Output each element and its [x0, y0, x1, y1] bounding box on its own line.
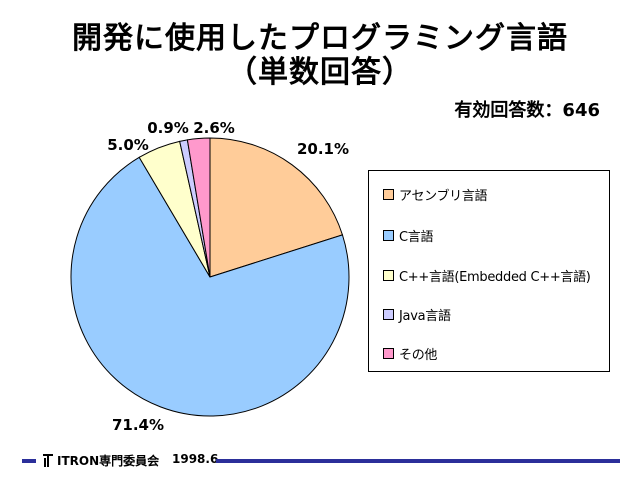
legend-label: アセンブリ言語 — [399, 188, 488, 204]
legend-label: C言語 — [399, 229, 434, 245]
chart-title-line2: （単数回答） — [227, 55, 413, 90]
itron-logo-icon — [43, 454, 53, 467]
legend-label: その他 — [399, 347, 438, 363]
legend-item-4: Java言語 — [383, 304, 451, 324]
legend-swatch — [383, 229, 394, 241]
pie-slice-5 — [186, 137, 211, 278]
footer-organization: ITRON専門委員会 — [57, 454, 160, 468]
pie-slice-2 — [70, 156, 350, 417]
legend-item-1: アセンブリ言語 — [383, 184, 488, 204]
slice-label-3: 5.0% — [107, 136, 149, 154]
pie-labels: 20.1% 71.4% 5.0%0.9% 2.6% — [107, 119, 349, 434]
footer-date: 1998.6 — [172, 452, 219, 466]
legend-label: Java言語 — [399, 308, 451, 324]
pie-slices — [70, 137, 350, 417]
footer-bar-left — [22, 459, 36, 463]
footer: ITRON専門委員会 1998.6 — [0, 450, 640, 472]
legend-swatch — [383, 269, 394, 281]
pie-slice-1 — [209, 137, 344, 278]
legend-swatch — [383, 188, 394, 200]
footer-bar-right — [216, 459, 620, 463]
legend-label: C++言語(Embedded C++言語) — [399, 269, 591, 285]
slice-label-1: 20.1% — [297, 140, 349, 158]
respondent-count: 有効回答数：646 — [454, 100, 600, 121]
slice-label-5: 2.6% — [193, 119, 235, 137]
legend-item-2: C言語 — [383, 225, 433, 245]
slice-label-2: 71.4% — [112, 416, 164, 434]
legend-item-3: C++言語(Embedded C++言語) — [383, 265, 591, 285]
legend-swatch — [383, 347, 394, 359]
legend: アセンブリ言語 C言語 C++言語(Embedded C++言語) Java言語 その他 — [368, 170, 610, 372]
legend-swatch — [383, 308, 394, 320]
legend-item-5: その他 — [383, 343, 437, 363]
chart-title-line1: 開発に使用したプログラミング言語 — [72, 21, 568, 56]
slice-label-4: 0.9% — [147, 119, 189, 137]
